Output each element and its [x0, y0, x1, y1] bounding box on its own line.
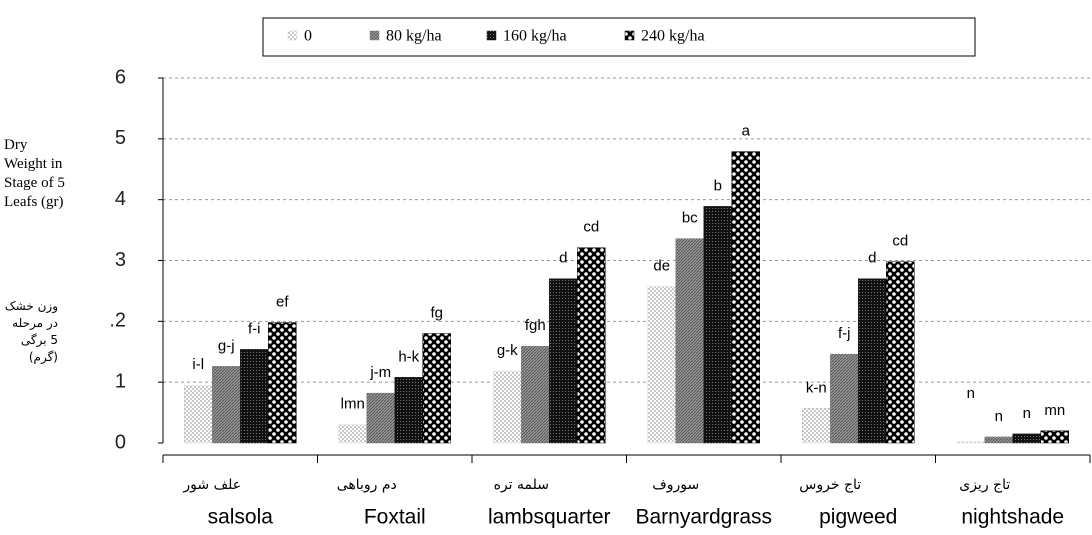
bar-letter: d	[559, 250, 567, 267]
bar	[1040, 430, 1069, 444]
bar	[422, 333, 451, 444]
bar	[184, 384, 213, 444]
x-tick-label: salsola	[208, 506, 274, 529]
y-axis-title: Dry Weight in Stage of 5 Leafs (gr)	[4, 137, 65, 210]
bar	[212, 366, 241, 444]
bar	[647, 286, 676, 444]
bar-letter: fgh	[525, 317, 546, 334]
y-axis-title-fa: وزن خشک در مرحله 5 برگی (گرم)	[4, 299, 58, 364]
x-tick-label: nightshade	[961, 506, 1064, 529]
bar-letter: g-k	[497, 342, 518, 359]
bar	[675, 238, 704, 444]
bar-letter: a	[742, 123, 751, 140]
x-tick-label: lambsquarter	[488, 506, 611, 529]
bar	[493, 370, 522, 444]
legend-swatch	[624, 30, 635, 41]
bar	[703, 206, 732, 444]
y-tick-label: 4	[115, 188, 126, 210]
bar	[731, 151, 760, 444]
bar-letter: d	[868, 250, 876, 267]
bar	[549, 278, 578, 444]
bar	[577, 247, 606, 444]
bar-letter: n	[995, 408, 1003, 425]
bar-letter: g-j	[218, 337, 235, 354]
legend-label: 0	[304, 28, 312, 45]
bar-letter: h-k	[398, 348, 419, 365]
bar-letter: de	[653, 258, 670, 275]
bar	[886, 261, 915, 444]
bar-letter: n	[967, 385, 975, 402]
bar	[268, 322, 297, 444]
bar-letter: mn	[1044, 402, 1065, 419]
bar-letter: cd	[583, 219, 599, 236]
bar	[338, 424, 367, 444]
bar	[858, 278, 887, 444]
x-tick-label-fa: تاج خروس	[799, 477, 861, 493]
bar	[521, 346, 550, 444]
y-tick-label: 3	[115, 249, 126, 271]
y-tick-label: 0	[115, 431, 126, 453]
y-tick-label: 5	[115, 127, 126, 149]
legend-swatch	[369, 30, 380, 41]
bar-letter: j-m	[369, 364, 391, 381]
bar	[956, 441, 985, 444]
x-tick-label-fa: علف شور	[182, 477, 241, 493]
bar	[366, 392, 395, 444]
bar-letter: f-j	[838, 325, 851, 342]
x-tick-label-fa: دم روباهی	[337, 477, 397, 493]
bar-letter: ef	[276, 294, 289, 311]
bar	[240, 349, 269, 444]
legend-swatch	[486, 30, 497, 41]
bar	[1012, 433, 1041, 444]
y-tick-label: 1	[115, 370, 126, 392]
legend-swatch	[287, 30, 298, 41]
legend-label: 240 kg/ha	[641, 28, 705, 45]
bar	[802, 408, 831, 444]
bar	[984, 436, 1013, 444]
y-tick-label: 6	[115, 66, 126, 88]
bar-letter: f-i	[248, 320, 261, 337]
bar-letter: bc	[682, 210, 698, 227]
bar	[830, 353, 859, 444]
x-tick-label: Foxtail	[364, 506, 426, 529]
bar-letter: n	[1023, 405, 1031, 422]
bar	[394, 377, 423, 444]
x-tick-label: Barnyardgrass	[635, 506, 772, 529]
legend-label: 80 kg/ha	[386, 28, 442, 45]
bar-letter: lmn	[341, 396, 365, 413]
bar-letter: b	[714, 177, 722, 194]
x-tick-label-fa: تاج ریزی	[959, 477, 1010, 493]
bar-letter: fg	[430, 304, 443, 321]
x-tick-label: pigweed	[819, 506, 897, 529]
y-tick-label: .2	[109, 310, 126, 332]
legend-box	[262, 17, 976, 57]
bar-letter: cd	[892, 233, 908, 250]
bar-letter: k-n	[806, 379, 827, 396]
x-tick-label-fa: سلمه تره	[494, 477, 549, 493]
x-tick-label-fa: سوروف	[652, 477, 699, 493]
bar-letter: i-l	[192, 356, 204, 373]
legend-label: 160 kg/ha	[503, 28, 567, 45]
